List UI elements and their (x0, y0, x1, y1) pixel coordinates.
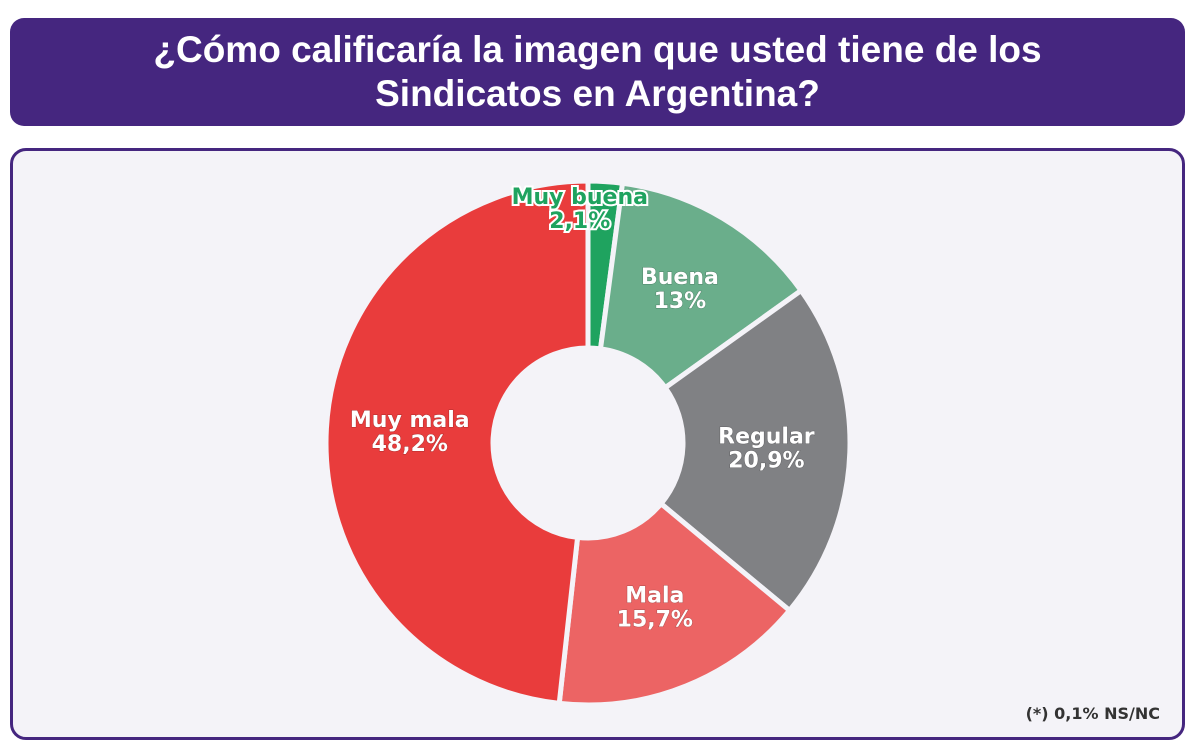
donut-slice (658, 288, 853, 613)
value-label: 48,2% (372, 432, 448, 457)
slice-label: Muy mala (350, 408, 470, 433)
donut-slice (323, 178, 591, 706)
value-label: 2,1% (549, 209, 610, 234)
chart-panel: Muy buena 2,1% Buena 13% Regular 20,9% Mala 15,… (10, 148, 1185, 740)
value-label: 13% (654, 289, 707, 314)
donut-slice (556, 501, 792, 708)
slice-label: Mala (625, 584, 684, 609)
value-label: 15,7% (617, 608, 693, 633)
slice-label: Buena (641, 265, 719, 290)
chart-title: ¿Cómo calificaría la imagen que usted ti… (153, 29, 1042, 114)
slice-label: Muy buena (512, 185, 648, 210)
value-label: 20,9% (728, 448, 804, 473)
slice-label: Regular (718, 424, 815, 449)
annotation: (*) 0,1% NS/NC (1025, 704, 1160, 723)
header: ¿Cómo calificaría la imagen que usted ti… (10, 18, 1185, 126)
donut-slice (598, 180, 804, 391)
